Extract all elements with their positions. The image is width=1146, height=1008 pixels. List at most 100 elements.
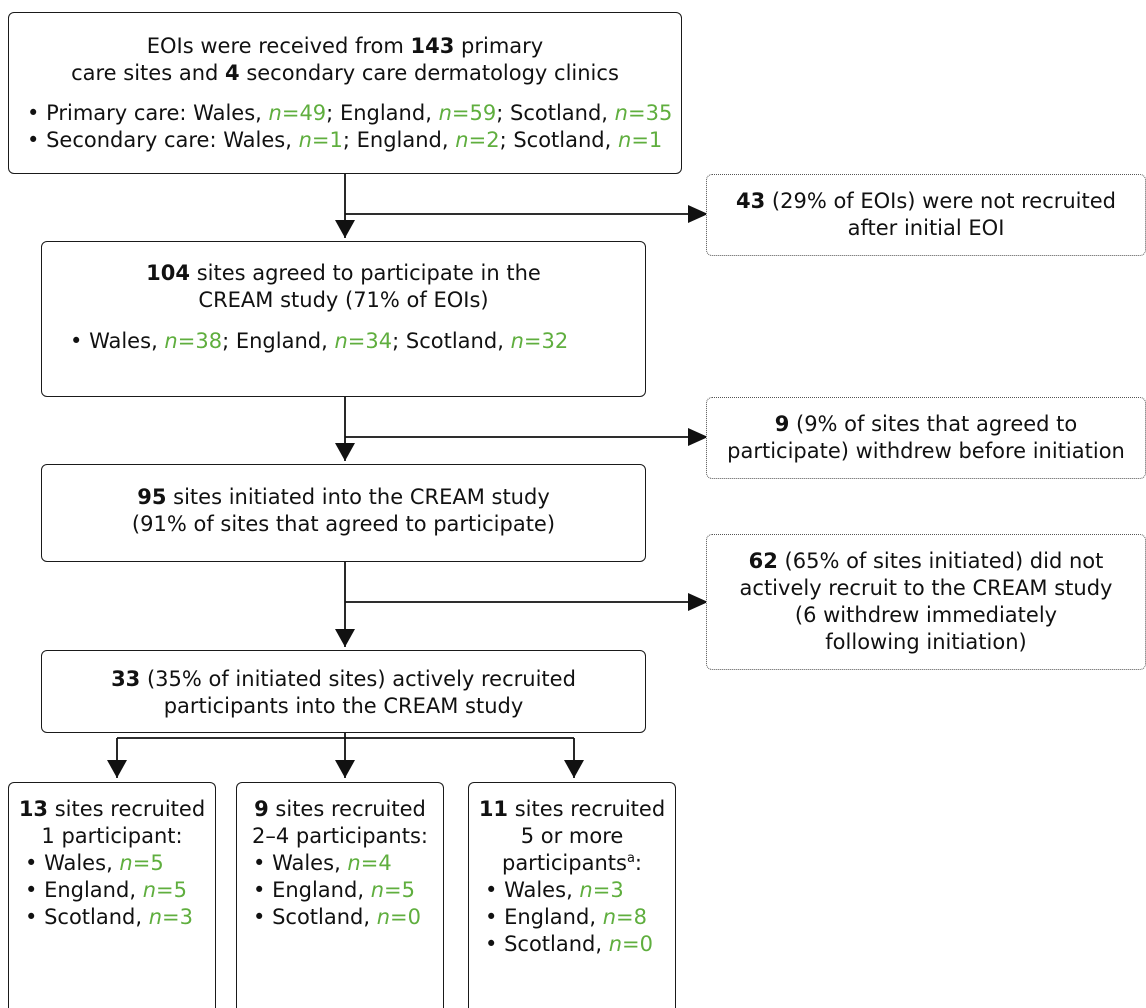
text-out3-items-2-region: Scotland [504, 932, 596, 956]
text-box1-primary-2-value: 35 [645, 101, 673, 125]
text-out1-items-0-region: Wales [44, 851, 107, 875]
active-count: 33 [111, 667, 141, 691]
text-n_symbol: n [268, 101, 282, 125]
text-out1-items-2-region: Scotland [44, 905, 136, 929]
text-box1-secondary-0-value: 1 [329, 128, 343, 152]
text-side3-text4: following initiation) [825, 630, 1027, 654]
secondary-clinic-count: 4 [225, 61, 240, 85]
text-box2-text1: sites agreed to participate in the [190, 261, 541, 285]
text-box1-primary_label: Primary care: [46, 101, 194, 125]
text-out2-text1: sites recruited [268, 797, 426, 821]
text-box1-primary-0-region: Wales [193, 101, 256, 125]
list-item: Scotland, n=0 [485, 931, 675, 958]
text-eq_symbol: = [177, 329, 196, 353]
primary-care-line: Primary care: Wales, n=49; England, n=59… [27, 100, 681, 127]
text-box3-text1: sites initiated into the CREAM study [166, 485, 550, 509]
text-n_symbol: n [618, 128, 632, 152]
text-box1-secondary_label: Secondary care: [46, 128, 224, 152]
agreed-region-line: Wales, n=38; England, n=34; Scotland, n=… [42, 328, 645, 355]
text-box2-items-1-value: 34 [365, 329, 393, 353]
text-out1-num: 13 [18, 797, 49, 821]
footnote-marker: a [626, 851, 635, 866]
text-box2-items-2-region: Scotland [405, 329, 498, 353]
text-eq_symbol: = [281, 101, 300, 125]
text-eq_symbol: = [622, 932, 640, 956]
arrowhead-side3 [688, 593, 708, 611]
box-recruited-five-plus: 11 sites recruited 5 or more participant… [468, 782, 676, 1008]
box-eois-received: EOIs were received from 143 primary care… [8, 12, 682, 174]
text-out3-text2: 5 or more [520, 824, 624, 848]
text-box1-line2_post: secondary care dermatology clinics [239, 61, 619, 85]
text-out2-items-1-region: England [272, 878, 358, 902]
text-n_symbol: n [142, 878, 156, 902]
text-n_symbol: n [579, 878, 593, 902]
text-eq_symbol: = [156, 878, 174, 902]
text-box1-primary-2-region: Scotland [509, 101, 602, 125]
text-out1-items-0-value: 5 [150, 851, 164, 875]
text-out1-text1: sites recruited [48, 797, 206, 821]
box-not-recruited: 43 (29% of EOIs) were not recruited afte… [706, 174, 1146, 256]
text-out2-items-2-value: 0 [407, 905, 422, 929]
text-out2-items-2-region: Scotland [272, 905, 364, 929]
box-sites-initiated: 95 sites initiated into the CREAM study … [41, 464, 646, 562]
text-out1-items-2-value: 3 [179, 905, 194, 929]
text-out3-items-1-value: 8 [633, 905, 647, 929]
text-n_symbol: n [148, 905, 163, 929]
secondary-care-line: Secondary care: Wales, n=1; England, n=2… [27, 127, 681, 154]
text-box1-primary-1-value: 59 [469, 101, 497, 125]
initiated-count: 95 [137, 485, 167, 509]
box-withdrew-before-initiation: 9 (9% of sites that agreed to participat… [706, 397, 1146, 479]
text-n_symbol: n [614, 101, 628, 125]
text-side1-num: 43 [736, 189, 766, 213]
text-eq_symbol: = [132, 851, 151, 875]
text-side3-text2: actively recruit to the CREAM study [739, 576, 1113, 600]
list-item: Wales, n=5 [25, 850, 215, 877]
text-box1-secondary-2-value: 1 [648, 128, 663, 152]
text-n_symbol: n [298, 128, 312, 152]
text-eq_symbol: = [384, 878, 402, 902]
text-box2-items-0-region: Wales [89, 329, 152, 353]
list-item: Scotland, n=0 [253, 904, 443, 931]
text-box2-items-2-value: 32 [541, 329, 569, 353]
text-out2-text2: 2–4 participants: [252, 824, 428, 848]
text-n_symbol: n [438, 101, 452, 125]
arrowhead-side2 [688, 428, 708, 446]
text-eq_symbol: = [592, 878, 611, 902]
text-eq_symbol: = [311, 128, 330, 152]
text-out3-text3: participants [501, 851, 627, 875]
text-n_symbol: n [602, 905, 616, 929]
text-box1-secondary-1-region: England [356, 128, 442, 152]
list-item: Scotland, n=3 [25, 904, 215, 931]
text-eq_symbol: = [627, 101, 646, 125]
text-box2-items-1-region: England [235, 329, 322, 353]
text-side1-text2: after initial EOI [847, 216, 1005, 240]
text-n_symbol: n [455, 128, 469, 152]
text-eq_symbol: = [631, 128, 649, 152]
text-eq_symbol: = [616, 905, 634, 929]
text-eq_symbol: = [347, 329, 366, 353]
text-n_symbol: n [376, 905, 391, 929]
text-eq_symbol: = [360, 851, 379, 875]
text-out3-items-2-value: 0 [639, 932, 654, 956]
box-did-not-recruit: 62 (65% of sites initiated) did not acti… [706, 534, 1146, 670]
text-box1-secondary-0-region: Wales [223, 128, 286, 152]
text-eq_symbol: = [451, 101, 470, 125]
text-box4-text1: (35% of initiated sites) actively recrui… [140, 667, 576, 691]
text-box3-text2: (91% of sites that agreed to participate… [131, 512, 556, 536]
box-recruited-one: 13 sites recruited 1 participant: Wales,… [8, 782, 216, 1008]
text-box1-line1_post: primary [454, 34, 544, 58]
text-side3-num: 62 [748, 549, 778, 573]
list-item: England, n=5 [253, 877, 443, 904]
text-out3-text1: sites recruited [508, 797, 666, 821]
text-box1-primary-0-value: 49 [299, 101, 327, 125]
text-box1-line1_pre: EOIs were received from [146, 34, 411, 58]
text-box1-secondary-1-value: 2 [486, 128, 500, 152]
text-n_symbol: n [334, 329, 348, 353]
text-out3-text3_post: : [634, 851, 642, 875]
agreed-count: 104 [146, 261, 191, 285]
text-out3-items-0-value: 3 [610, 878, 624, 902]
text-out3-items-0-region: Wales [504, 878, 567, 902]
text-n_symbol: n [608, 932, 623, 956]
text-out2-items-0-region: Wales [272, 851, 335, 875]
text-box1-line2_pre: care sites and [71, 61, 226, 85]
